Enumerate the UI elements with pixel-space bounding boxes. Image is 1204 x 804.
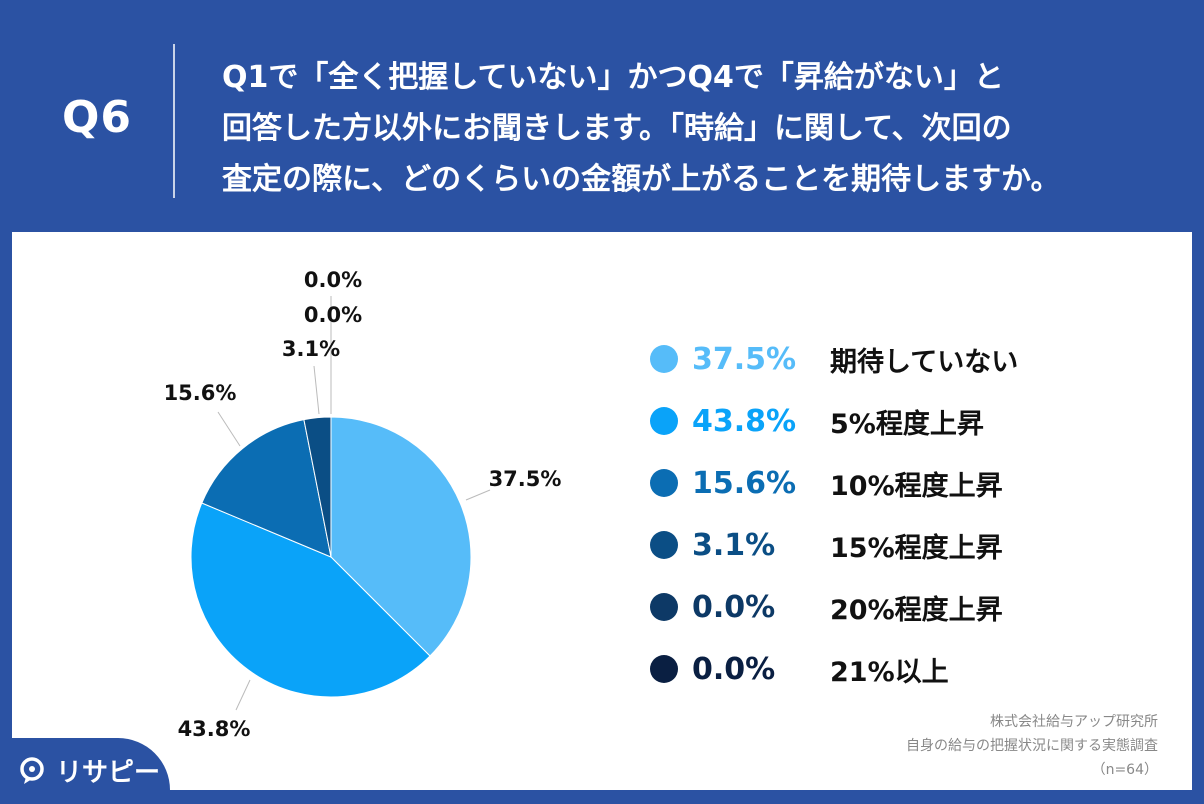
legend-value: 0.0% <box>692 651 776 687</box>
logo-tab <box>0 738 170 804</box>
pie-slice <box>303 416 332 558</box>
pie-value-label: 0.0% <box>304 268 362 292</box>
pie-slice <box>190 502 431 698</box>
legend-label: 20%程度上昇 <box>830 594 1003 626</box>
legend-value: 3.1% <box>692 527 776 563</box>
label-leader-lines <box>217 296 491 711</box>
pie-value-label: 37.5% <box>489 467 562 491</box>
question-line: Q1で「全く把握していない」かつQ4で「昇給がない」と <box>222 60 1004 95</box>
question-text: Q1で「全く把握していない」かつQ4で「昇給がない」と 回答した方以外にお聞きし… <box>222 52 1182 205</box>
pie-value-labels: 37.5% 43.8% 15.6% 3.1% 0.0% 0.0% <box>164 268 562 741</box>
source-line: 自身の給与の把握状況に関する実態調査 <box>906 738 1158 754</box>
pie-value-label: 15.6% <box>164 381 237 405</box>
legend-value: 15.6% <box>692 465 797 501</box>
leader-line <box>217 411 241 447</box>
legend-item: 43.8% 5%程度上昇 <box>650 390 984 452</box>
pie-value-label: 0.0% <box>304 303 362 327</box>
logo: リサピー <box>18 752 160 789</box>
legend: 37.5% 期待していない 43.8% 5%程度上昇 15.6% 10%程度上昇 3.1% 1… <box>650 328 1018 700</box>
legend-item: 15.6% 10%程度上昇 <box>650 452 1003 514</box>
header: Q6 Q1で「全く把握していない」かつQ4で「昇給がない」と 回答した方以外にお… <box>0 0 1204 232</box>
question-id: Q6 <box>62 92 133 143</box>
legend-item: 3.1% 15%程度上昇 <box>650 514 1003 576</box>
pie-slice <box>330 416 472 657</box>
leader-line <box>313 365 320 415</box>
legend-swatch <box>650 531 678 559</box>
leader-line <box>465 489 491 501</box>
source-note: 株式会社給与アップ研究所 自身の給与の把握状況に関する実態調査 （n=64） <box>906 710 1158 782</box>
legend-swatch <box>650 469 678 497</box>
legend-value: 43.8% <box>692 403 797 439</box>
pie-value-label: 43.8% <box>178 717 251 741</box>
pie-value-label: 3.1% <box>282 337 340 361</box>
legend-label: 期待していない <box>830 346 1019 378</box>
logo-text: リサピー <box>56 758 161 788</box>
legend-item: 37.5% 期待していない <box>650 328 1018 390</box>
legend-label: 10%程度上昇 <box>830 470 1003 502</box>
speech-bubble-icon <box>20 756 44 784</box>
legend-swatch <box>650 655 678 683</box>
question-line: 回答した方以外にお聞きします。「時給」に関して、次回の <box>222 111 1012 146</box>
legend-label: 21%以上 <box>830 656 949 688</box>
legend-item: 0.0% 21%以上 <box>650 638 949 700</box>
source-line: （n=64） <box>1091 762 1158 778</box>
legend-swatch <box>650 345 678 373</box>
legend-swatch <box>650 593 678 621</box>
legend-value: 37.5% <box>692 341 797 377</box>
legend-item: 0.0% 20%程度上昇 <box>650 576 1003 638</box>
legend-label: 15%程度上昇 <box>830 532 1003 564</box>
pie-slice <box>201 419 332 558</box>
header-divider <box>173 44 175 198</box>
source-line: 株式会社給与アップ研究所 <box>990 714 1158 730</box>
leader-line <box>235 679 251 711</box>
legend-value: 0.0% <box>692 589 776 625</box>
pie-slices <box>190 416 472 698</box>
legend-swatch <box>650 407 678 435</box>
legend-label: 5%程度上昇 <box>830 408 984 440</box>
question-line: 査定の際に、どのくらいの金額が上がることを期待しますか。 <box>222 162 1061 197</box>
